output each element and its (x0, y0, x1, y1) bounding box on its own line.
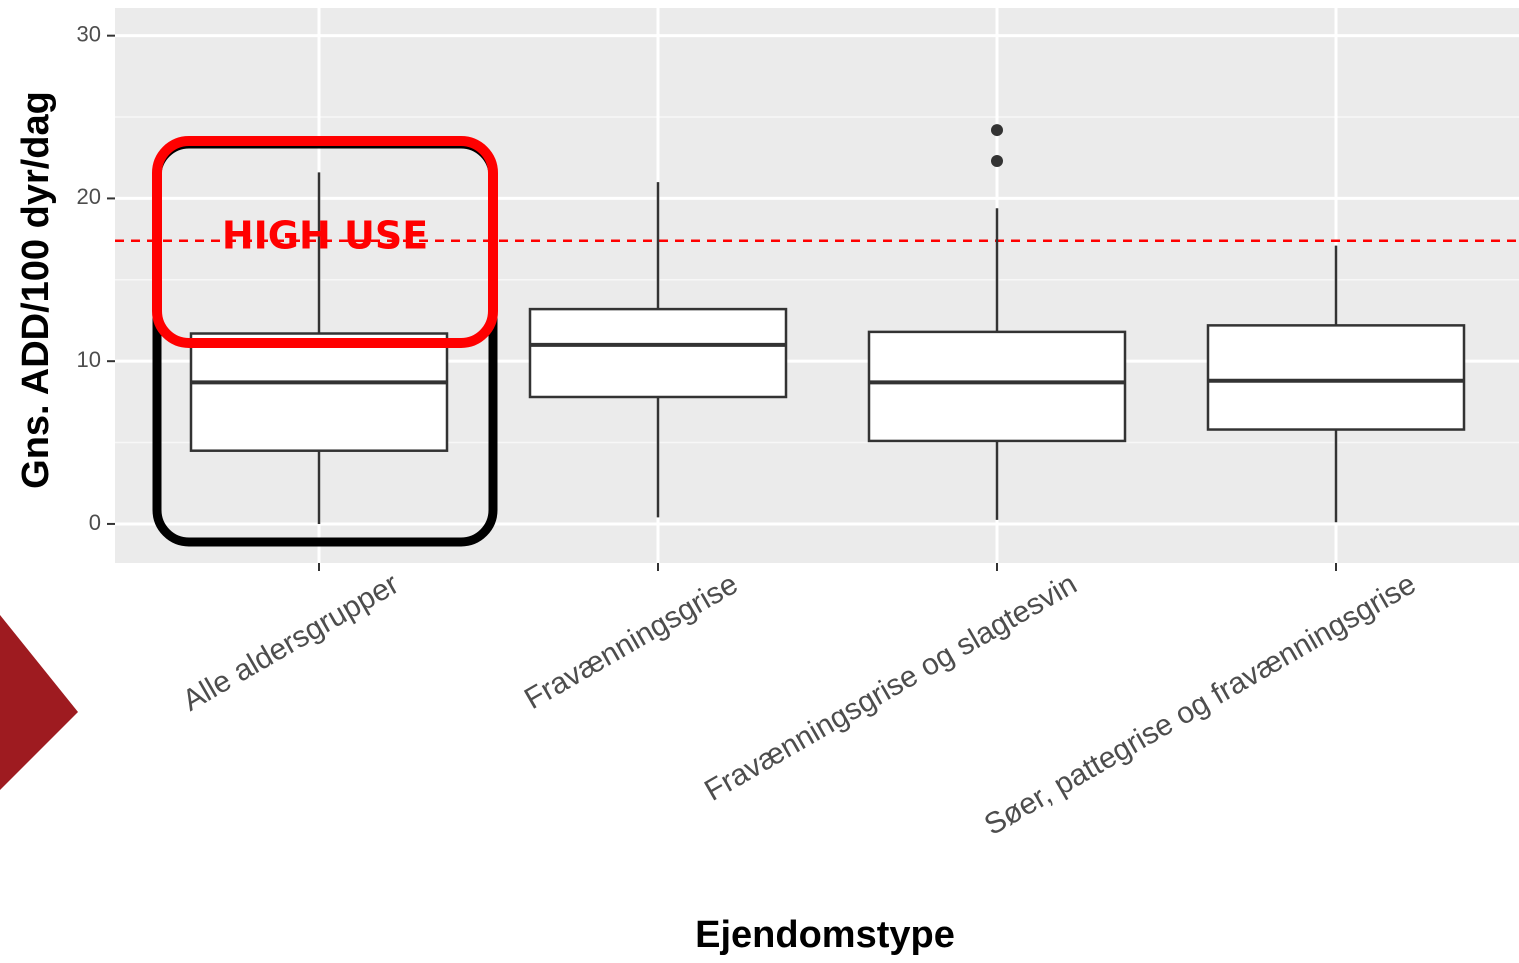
y-tick-label: 20 (77, 184, 101, 209)
outlier (991, 154, 1003, 167)
box (189, 332, 449, 452)
panel (115, 8, 1519, 563)
high-use-box (152, 136, 498, 348)
y-axis-title: Gns. ADD/100 dyr/dag (15, 91, 57, 489)
arrow-shape (0, 615, 78, 790)
x-tick-label: Fravænningsgrise og slagtesvin (699, 567, 1082, 807)
y-tick-label: 0 (89, 510, 101, 535)
y-tick-label: 10 (77, 347, 101, 372)
y-tick-label: 30 (77, 21, 101, 46)
annotation: HIGH USE (222, 214, 428, 258)
box (528, 307, 788, 399)
x-tick-label: Alle aldersgrupper (177, 567, 404, 717)
box (867, 330, 1127, 443)
x-axis-title: Ejendomstype (695, 914, 955, 956)
x-tick-label: Fravænningsgrise (519, 567, 743, 716)
box (1206, 324, 1466, 431)
outlier (991, 124, 1003, 137)
